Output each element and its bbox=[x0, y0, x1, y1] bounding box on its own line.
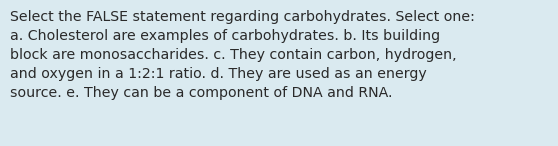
Text: Select the FALSE statement regarding carbohydrates. Select one:
a. Cholesterol a: Select the FALSE statement regarding car… bbox=[10, 10, 475, 100]
